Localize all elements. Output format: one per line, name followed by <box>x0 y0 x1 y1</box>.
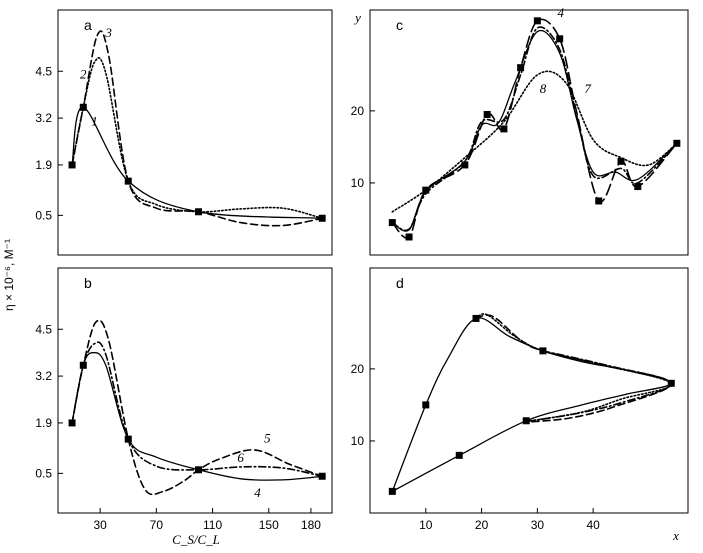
y-axis-label-right: y <box>353 10 361 25</box>
series-line-a-2 <box>71 57 323 220</box>
y-tick-label-b: 1.9 <box>35 416 52 430</box>
data-point-a <box>68 161 76 169</box>
data-point-a <box>195 208 203 216</box>
data-point-c <box>517 64 525 72</box>
panel-b: b 0.5 1.9 3.2 4.5 30 70 110 150 180 4 5 6 <box>35 267 333 532</box>
panel-label-c: c <box>396 17 403 33</box>
x-tick-label-b: 150 <box>259 518 279 532</box>
data-point-d <box>422 401 430 409</box>
series-line-c-1 <box>391 29 678 232</box>
series-line-d-1 <box>475 313 673 423</box>
series-line-b-4 <box>71 351 323 481</box>
data-point-c <box>461 161 469 169</box>
x-tick-label-d: 40 <box>586 518 600 532</box>
data-point-b <box>79 361 87 369</box>
data-point-b <box>124 435 132 443</box>
series-line-a-3 <box>71 30 323 227</box>
y-axis-label: η × 10⁻⁶, M⁻¹ <box>2 239 16 311</box>
data-point-d <box>455 451 463 459</box>
panel-frame-c <box>369 9 689 256</box>
data-point-b <box>195 466 203 474</box>
series-label-a-2: 2 <box>80 66 87 81</box>
x-tick-label-d: 20 <box>475 518 489 532</box>
series-line-d-3 <box>525 350 673 423</box>
y-tick-label-b: 0.5 <box>35 466 52 480</box>
data-point-d <box>472 314 480 322</box>
y-tick-label-c: 20 <box>351 104 365 118</box>
panel-frame-a <box>57 9 333 256</box>
series-line-d-0 <box>391 317 672 493</box>
data-point-d <box>667 379 675 387</box>
data-point-c <box>617 157 625 165</box>
data-point-c <box>405 233 413 241</box>
series-line-c-7 <box>391 26 678 232</box>
y-tick-label-d: 20 <box>351 362 365 376</box>
data-point-d <box>522 417 530 425</box>
data-point-d <box>539 347 547 355</box>
data-point-b <box>68 419 76 427</box>
x-axis-label-left: C_S/C_L <box>172 532 220 547</box>
data-point-c <box>595 197 603 205</box>
data-point-d <box>388 487 396 495</box>
data-point-c <box>388 219 396 227</box>
data-point-c <box>673 139 681 147</box>
series-line-c-8 <box>391 70 678 213</box>
panel-label-d: d <box>396 275 404 291</box>
x-tick-label-d: 10 <box>419 518 433 532</box>
data-point-c <box>422 186 430 194</box>
panel-d: d 10 20 10 20 30 40 <box>351 267 689 532</box>
panel-frame-b <box>57 267 333 514</box>
y-tick-label-c: 10 <box>351 176 365 190</box>
y-tick-label-a: 0.5 <box>35 208 52 222</box>
x-tick-label-b: 30 <box>93 518 107 532</box>
series-label-a-3: 3 <box>104 25 112 40</box>
data-point-c <box>483 110 491 118</box>
x-axis-label-right: x <box>672 528 679 543</box>
y-tick-label-a: 3.2 <box>35 111 52 125</box>
series-label-b-6: 6 <box>237 450 244 465</box>
panel-a: a 0.5 1.9 3.2 4.5 1 2 3 <box>35 9 333 256</box>
x-tick-label-b: 110 <box>203 518 222 532</box>
panel-label-a: a <box>84 17 92 33</box>
series-line-b-5 <box>71 319 323 496</box>
panel-c: c 10 20 4 7 8 <box>351 5 689 256</box>
x-tick-label-b: 70 <box>150 518 164 532</box>
series-label-b-4: 4 <box>254 485 261 500</box>
series-label-b-5: 5 <box>264 431 271 446</box>
data-point-c <box>634 183 642 191</box>
y-tick-label-b: 4.5 <box>35 322 52 336</box>
data-point-a <box>318 214 326 222</box>
series-line-a-1 <box>71 106 323 219</box>
series-label-c-8: 8 <box>540 81 547 96</box>
series-label-a-1: 1 <box>91 113 98 128</box>
series-label-c-7: 7 <box>584 81 591 96</box>
y-tick-label-a: 4.5 <box>35 64 52 78</box>
data-point-c <box>556 35 564 43</box>
panel-frame-d <box>369 267 689 514</box>
data-point-a <box>124 177 132 185</box>
data-point-c <box>500 125 508 133</box>
series-line-d-2 <box>475 314 673 423</box>
series-label-c-4: 4 <box>558 5 565 20</box>
series-line-b-6 <box>71 341 323 478</box>
x-tick-label-d: 30 <box>531 518 545 532</box>
data-point-a <box>79 103 87 111</box>
series-line-c-4 <box>391 18 678 239</box>
y-tick-label-b: 3.2 <box>35 369 52 383</box>
data-point-c <box>533 17 541 25</box>
y-tick-label-a: 1.9 <box>35 158 52 172</box>
data-point-b <box>318 472 326 480</box>
x-tick-label-b: 180 <box>301 518 321 532</box>
panel-label-b: b <box>84 275 92 291</box>
y-tick-label-d: 10 <box>351 434 365 448</box>
